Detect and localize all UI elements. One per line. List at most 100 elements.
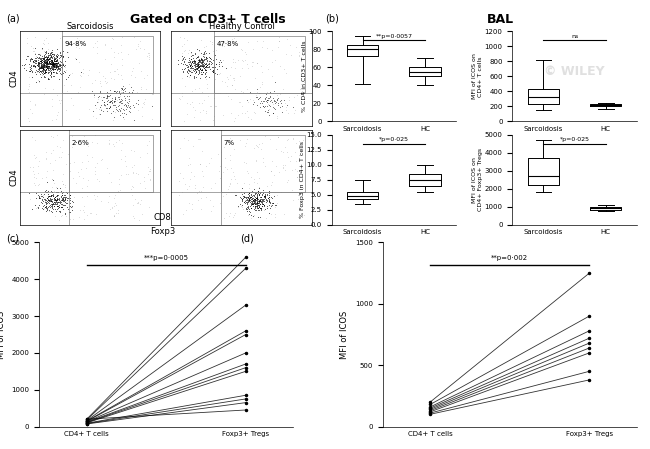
Point: [252, 201, 262, 208]
Point: [188, 72, 199, 79]
Point: [260, 194, 270, 201]
Point: [196, 100, 207, 107]
Point: [254, 197, 264, 204]
Point: [250, 195, 260, 202]
Point: [51, 198, 61, 205]
Point: [236, 88, 246, 95]
Point: [42, 59, 53, 66]
Point: [44, 59, 55, 66]
Point: [179, 117, 189, 124]
Point: [230, 192, 240, 199]
Point: [177, 67, 188, 74]
Point: [23, 88, 34, 95]
Point: [257, 196, 268, 203]
Point: [200, 47, 210, 54]
Point: [192, 70, 203, 77]
Point: [78, 174, 88, 181]
Point: [90, 167, 101, 174]
Point: [55, 50, 65, 57]
Point: [242, 97, 252, 104]
Point: [258, 198, 268, 205]
Point: [194, 48, 204, 55]
Point: [104, 137, 114, 144]
Point: [34, 194, 45, 202]
Point: [252, 202, 263, 210]
Point: [239, 193, 250, 200]
Point: [94, 106, 104, 113]
Point: [104, 141, 114, 148]
Point: [265, 102, 275, 110]
Point: [178, 55, 188, 62]
Point: [252, 200, 263, 207]
Point: [62, 150, 73, 157]
Point: [272, 95, 283, 102]
Point: [42, 63, 52, 70]
Point: [36, 193, 47, 200]
Point: [55, 62, 65, 69]
Point: [247, 194, 257, 202]
Y-axis label: MFI of ICOS: MFI of ICOS: [0, 310, 6, 359]
Point: [22, 52, 32, 59]
Point: [36, 57, 46, 65]
Point: [259, 102, 270, 110]
Point: [27, 133, 38, 141]
Point: [47, 183, 58, 190]
Point: [241, 206, 252, 213]
Point: [250, 193, 260, 200]
Point: [113, 108, 124, 115]
Point: [120, 88, 131, 95]
Point: [48, 59, 58, 66]
Point: [19, 61, 29, 68]
Point: [33, 57, 44, 64]
Point: [40, 60, 50, 67]
Point: [201, 55, 211, 62]
Point: [251, 189, 261, 196]
Point: [242, 190, 253, 197]
Point: [263, 101, 273, 108]
Point: [47, 50, 57, 57]
Point: [96, 93, 107, 100]
Point: [239, 180, 249, 187]
Point: [245, 196, 255, 203]
Point: [45, 192, 55, 199]
Point: [45, 204, 55, 211]
Point: [88, 43, 98, 50]
Point: [200, 63, 210, 70]
Point: [200, 61, 211, 68]
Point: [193, 59, 203, 66]
Point: [262, 196, 272, 203]
Point: [113, 50, 124, 57]
Point: [50, 62, 60, 69]
Point: [144, 49, 154, 57]
Point: [250, 203, 260, 210]
Point: [53, 62, 63, 69]
Point: [57, 62, 67, 69]
Point: [244, 203, 255, 210]
Point: [240, 109, 250, 116]
Point: [246, 194, 256, 201]
Point: [255, 205, 266, 212]
Point: [226, 189, 236, 196]
Point: [257, 195, 268, 202]
Point: [46, 116, 57, 123]
Point: [264, 101, 274, 109]
Point: [46, 195, 57, 202]
Point: [41, 57, 51, 64]
Point: [235, 136, 245, 144]
Point: [264, 192, 274, 199]
Point: [239, 198, 249, 205]
Point: [266, 211, 276, 218]
Point: [60, 181, 70, 189]
Point: [183, 136, 193, 144]
Point: [187, 54, 198, 61]
Point: [60, 195, 70, 202]
Point: [53, 198, 63, 206]
Point: [237, 57, 248, 65]
Point: [102, 198, 112, 206]
Point: [24, 82, 34, 89]
Point: [116, 146, 126, 153]
Point: [98, 73, 109, 80]
Point: [190, 58, 200, 65]
Point: [246, 193, 256, 200]
Point: [56, 192, 66, 199]
